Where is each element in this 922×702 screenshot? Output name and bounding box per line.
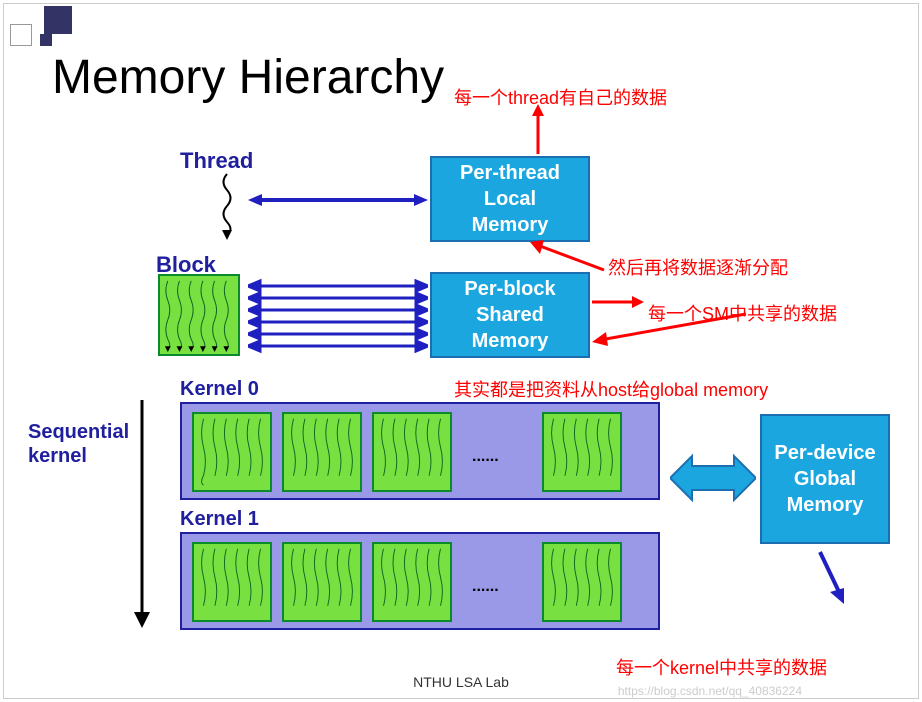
kernel-block [372,542,452,622]
kernel-block [542,542,622,622]
red-arrow-3 [592,294,644,310]
page-title: Memory Hierarchy [52,50,444,105]
ellipsis: ...... [472,448,499,466]
watermark: https://blog.csdn.net/qq_40836224 [618,684,802,698]
per-thread-memory-box: Per-thread Local Memory [430,156,590,242]
kernel-block [372,412,452,492]
kernel-block [282,542,362,622]
blue-arrow-down [810,548,850,608]
kernel-block [542,412,622,492]
thread-label: Thread [180,148,253,174]
thread-wavy-arrow [212,172,242,242]
sequential-down-arrow [130,400,154,630]
kernel-to-global-arrow [670,448,756,508]
red-arrow-1 [528,104,548,156]
block-grid [158,274,240,356]
corner-decoration [0,0,170,44]
kernel1-container: ...... [180,532,660,630]
per-device-memory-box: Per-device Global Memory [760,414,890,544]
kernel-block [192,542,272,622]
thread-to-memory-arrow [248,190,428,210]
kernel-block [282,412,362,492]
annotation-distribute: 然后再将数据逐渐分配 [608,254,788,280]
kernel0-container: ...... [180,402,660,500]
sequential-label: Sequential kernel [28,420,129,468]
red-arrow-4 [592,310,752,380]
annotation-thread: 每一个thread有自己的数据 [454,84,667,110]
ellipsis: ...... [472,578,499,596]
kernel1-label: Kernel 1 [180,508,259,531]
kernel-block [192,412,272,492]
block-to-memory-arrows [248,278,428,354]
red-arrow-2 [530,240,610,276]
per-block-memory-box: Per-block Shared Memory [430,272,590,358]
kernel0-label: Kernel 0 [180,378,259,401]
